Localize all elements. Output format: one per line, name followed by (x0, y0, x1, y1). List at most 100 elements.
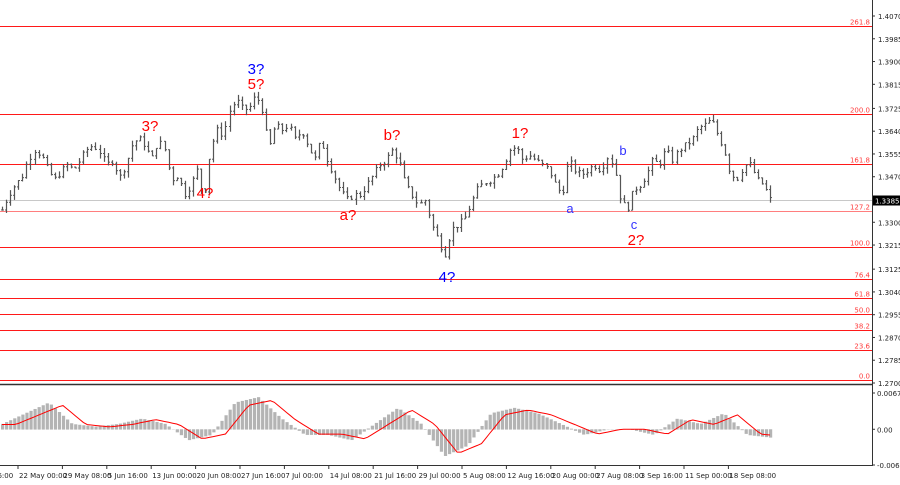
price-bar (115, 161, 118, 175)
osc-histogram-bar (179, 429, 183, 436)
osc-histogram-bar (484, 420, 488, 430)
osc-histogram-bar (472, 429, 476, 438)
price-bar (570, 156, 573, 172)
price-bars (1, 91, 772, 260)
price-tick-label: 1.2785 (878, 357, 900, 365)
price-tick-label: 1.3300 (878, 219, 900, 227)
osc-histogram-bar (82, 425, 86, 430)
price-bar (249, 102, 252, 112)
price-tick-label: 1.4070 (878, 13, 900, 21)
osc-histogram-bar (220, 420, 224, 430)
osc-histogram-bar (391, 411, 395, 430)
price-bar (123, 169, 126, 179)
osc-histogram-bar (191, 429, 196, 440)
time-tick-label: 13 Jun 00:00 (152, 472, 196, 480)
osc-histogram-bar (317, 429, 322, 435)
osc-histogram-bar (468, 429, 472, 444)
price-bar (212, 138, 215, 163)
osc-histogram-bar (86, 425, 90, 430)
wave-label: 1? (511, 125, 529, 142)
osc-histogram-bar (5, 422, 9, 430)
osc-histogram-bar (102, 425, 106, 430)
price-bar (50, 162, 53, 176)
osc-histogram-bar (110, 424, 114, 430)
osc-histogram-bar (208, 429, 212, 436)
price-bar (164, 140, 167, 152)
wave-label: 4? (438, 269, 456, 286)
price-bar (716, 119, 719, 136)
osc-histogram-bar (419, 423, 423, 430)
osc-histogram-bar (216, 426, 220, 430)
price-bar (403, 160, 406, 179)
osc-histogram-bar (326, 429, 330, 435)
fibonacci-levels: 261.8 200.0 161.8 127.2 100.0 76.4 61.8 50.0 38.… (0, 19, 872, 381)
price-bar (749, 157, 752, 168)
price-bar (415, 191, 418, 208)
fib-level-label: 261.8 (850, 19, 870, 27)
fib-level-label: 127.2 (850, 204, 870, 212)
osc-histogram-bar (504, 409, 509, 430)
osc-histogram-bar (439, 429, 444, 452)
price-tick-label: 1.3215 (878, 242, 900, 250)
price-bar (566, 161, 569, 194)
price-tick-label: 1.3470 (878, 174, 900, 182)
osc-histogram-bar (508, 408, 513, 430)
osc-histogram-bar (659, 429, 663, 431)
osc-histogram-bar (297, 429, 301, 431)
osc-histogram-bar (533, 412, 537, 430)
price-bar (176, 177, 179, 182)
osc-histogram-bar (200, 429, 204, 438)
osc-histogram-bar (431, 429, 435, 441)
price-bar (54, 172, 57, 180)
price-bar (216, 124, 219, 144)
price-tick-label: 1.3640 (878, 128, 900, 136)
price-bar (151, 150, 154, 157)
price-bar (86, 146, 89, 158)
price-bar (464, 211, 467, 220)
price-bar (602, 162, 605, 176)
osc-histogram-bar (366, 428, 370, 430)
price-bar (448, 239, 451, 260)
price-bar (139, 135, 142, 142)
osc-histogram-bar (350, 429, 354, 441)
price-bar (253, 92, 256, 110)
osc-histogram-bar (638, 429, 643, 432)
osc-histogram-bar (78, 424, 82, 430)
osc-histogram-bar (265, 404, 269, 430)
time-tick-label: 12 Aug 16:00 (507, 472, 554, 480)
osc-histogram-bar (45, 403, 49, 430)
osc-tick-label: 0.00678 (877, 390, 900, 398)
price-bar (21, 173, 24, 182)
osc-histogram-bar (41, 405, 45, 430)
price-bar (188, 186, 191, 200)
osc-histogram-bar (70, 423, 74, 430)
osc-histogram-bar (488, 414, 492, 430)
price-bar (237, 94, 240, 108)
price-bar (489, 181, 492, 187)
time-tick-label: 27 Aug 08:00 (596, 472, 643, 480)
osc-histogram-bar (594, 429, 598, 433)
time-tick-label: 14 Jul 08:00 (330, 472, 372, 480)
price-bar (62, 164, 65, 179)
wave-label: b? (383, 127, 401, 144)
price-bar (38, 150, 41, 159)
osc-histogram-bar (281, 419, 285, 430)
price-bar (1, 206, 4, 211)
price-bar (334, 170, 337, 184)
time-tick-label: 3 Sep 16:00 (641, 472, 683, 480)
price-bar (659, 159, 662, 169)
osc-histogram-bar (423, 429, 427, 430)
price-bar (468, 205, 471, 218)
osc-histogram-bar (671, 421, 675, 430)
price-bar (456, 226, 459, 233)
osc-histogram-bar (399, 409, 403, 430)
price-bar (330, 158, 333, 174)
price-bar (655, 154, 658, 163)
price-bar (314, 150, 317, 161)
price-bar (420, 199, 423, 204)
price-tick-label: 1.2955 (878, 312, 900, 320)
price-bar (294, 126, 297, 140)
osc-histogram-bar (647, 429, 651, 434)
price-bar (78, 158, 81, 172)
